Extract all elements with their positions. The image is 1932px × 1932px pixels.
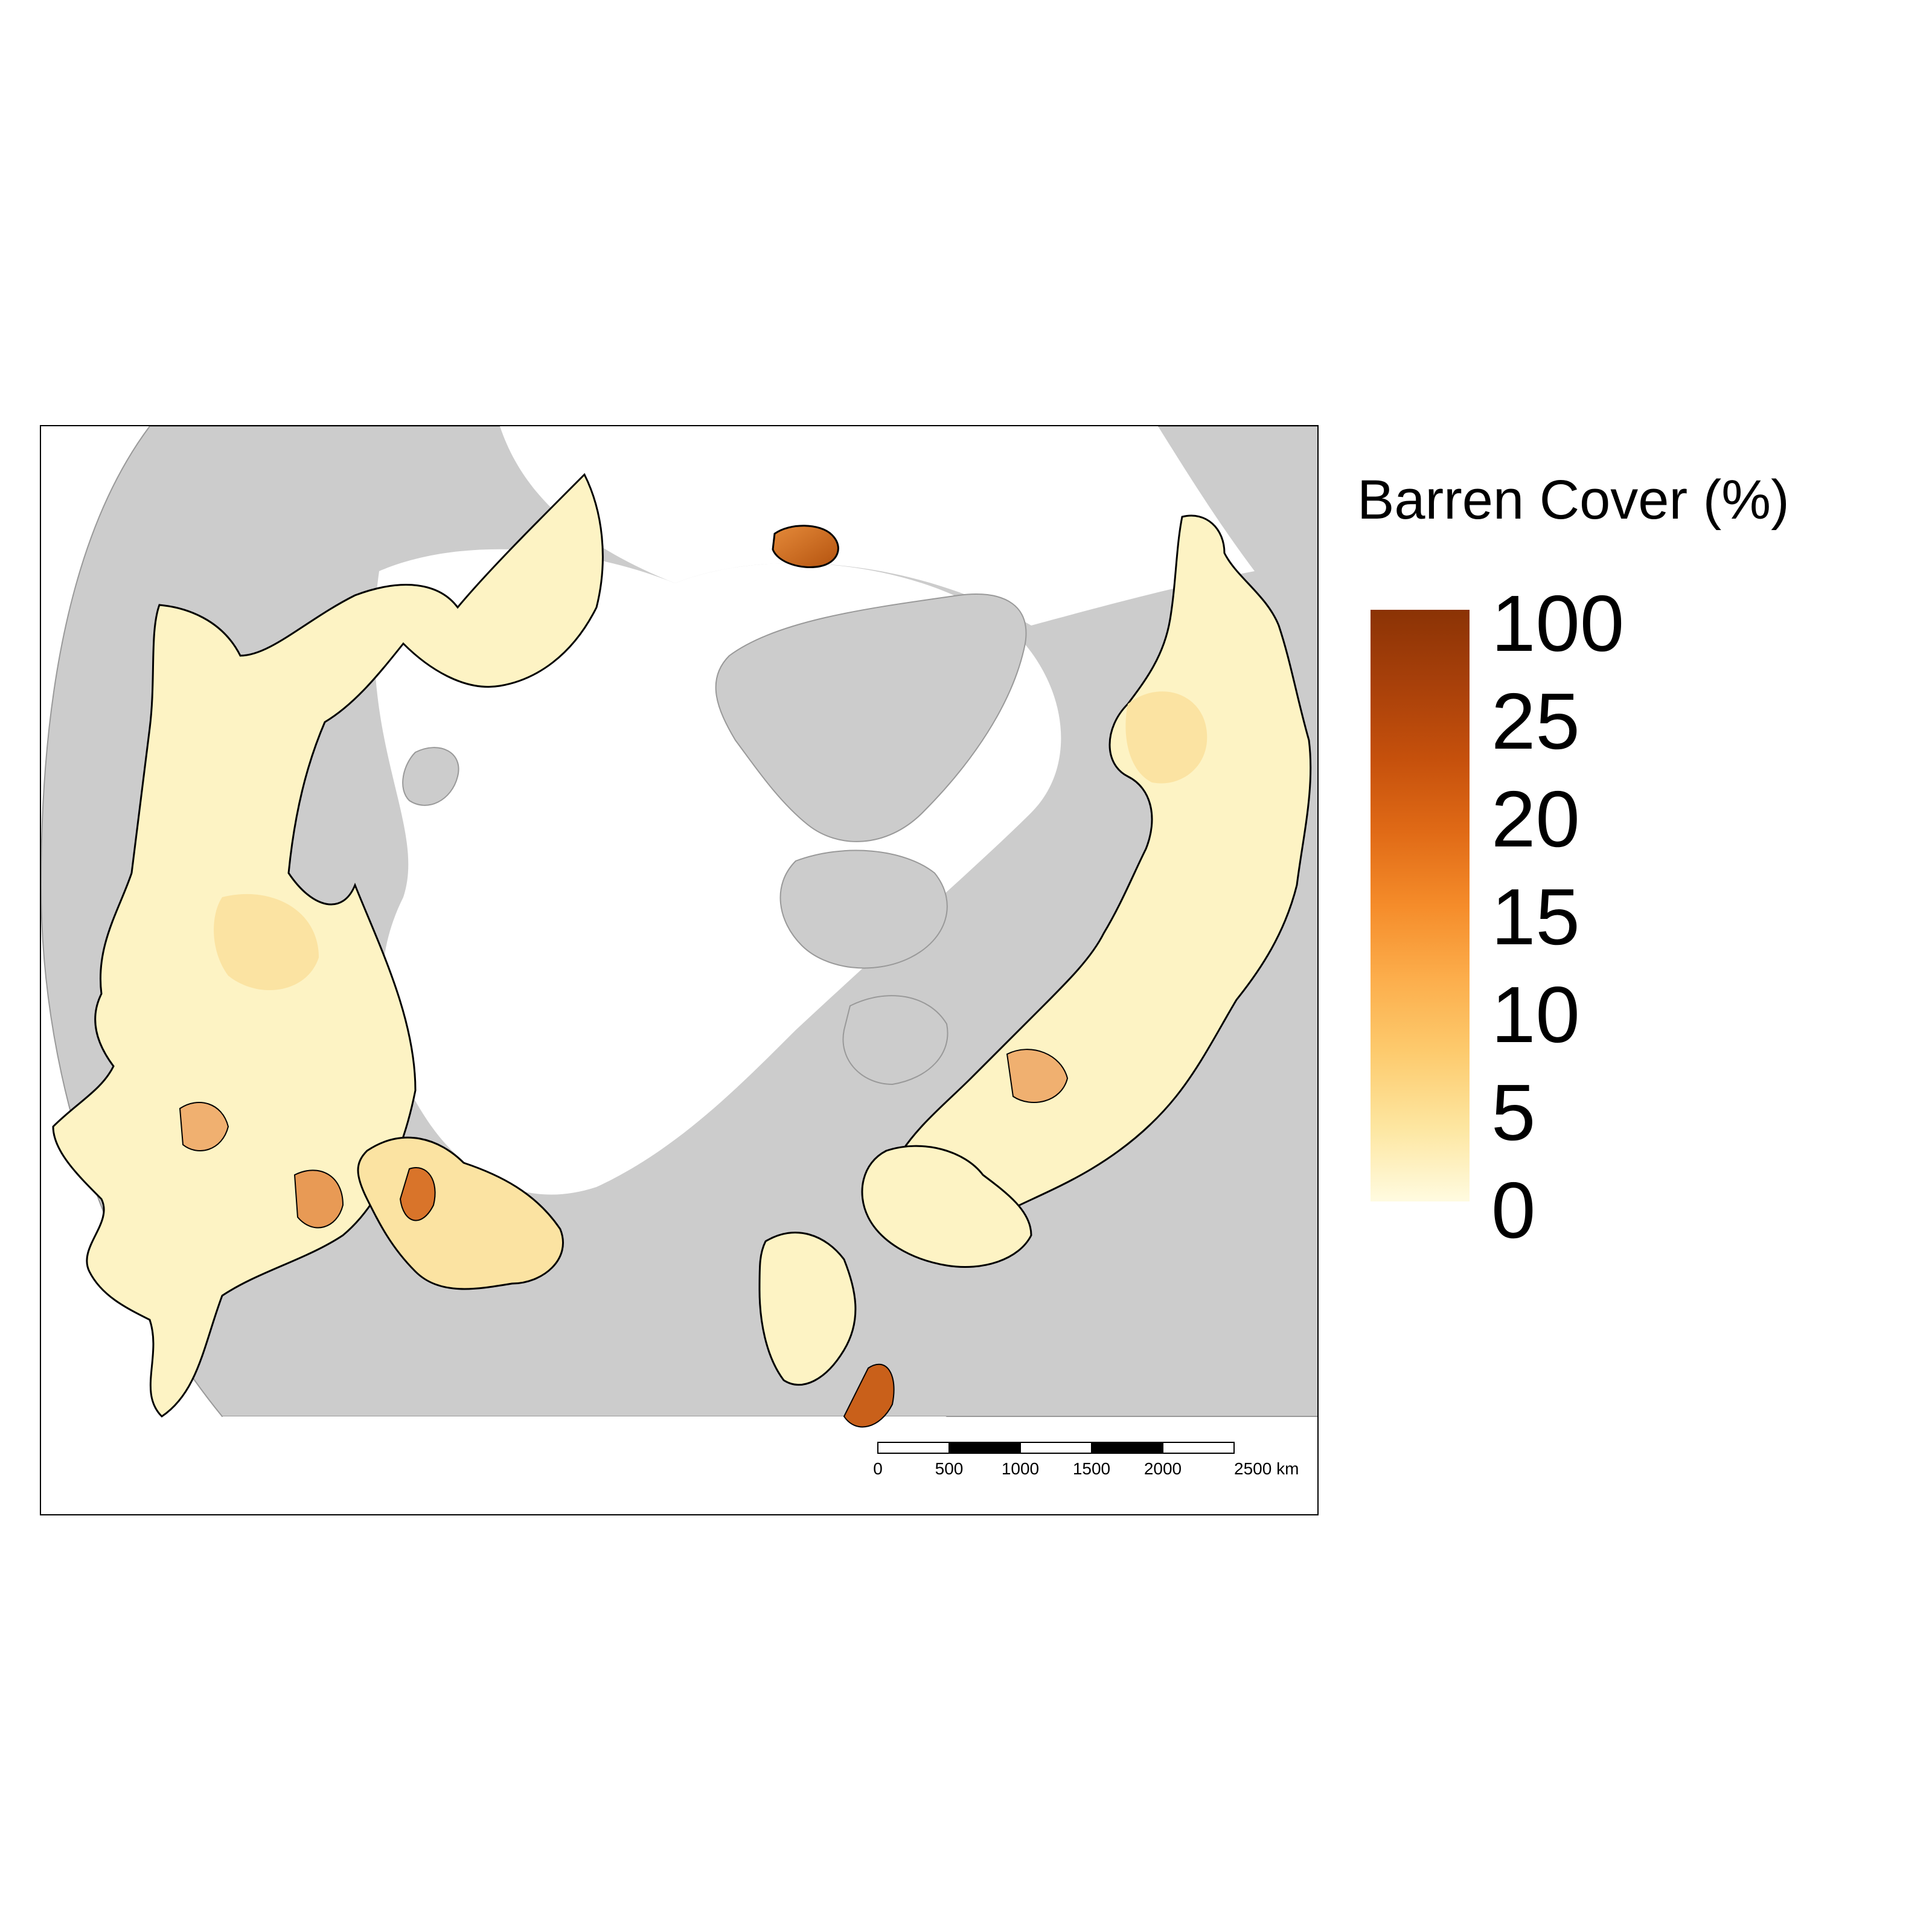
legend-tick-10: 10 (1491, 970, 1580, 1059)
scale-label-2500: 2500 km (1234, 1459, 1299, 1478)
polar-map: 0 500 1000 1500 2000 2500 km (41, 426, 1317, 1514)
legend-color-bar (1371, 610, 1470, 1201)
na-mid-1 (1125, 691, 1208, 784)
legend-tick-5: 5 (1491, 1068, 1536, 1157)
legend-tick-15: 15 (1491, 872, 1580, 961)
fennoscandia-hotspot (399, 1167, 436, 1221)
north-gap (500, 426, 1255, 625)
bottom-central-tundra (758, 1232, 857, 1386)
legend-tick-20: 20 (1491, 775, 1580, 863)
siberia-mid-1 (214, 894, 319, 990)
legend-title: Barren Cover (%) (1357, 469, 1790, 531)
siberia-hotspot-1 (179, 1102, 229, 1151)
southern-ocean-gap (222, 1416, 947, 1514)
scale-label-1000: 1000 (1002, 1459, 1039, 1478)
map-frame: 0 500 1000 1500 2000 2500 km (40, 425, 1319, 1515)
arctic-archipelago (779, 849, 948, 969)
greenland (715, 593, 1027, 842)
na-mid-2 (1006, 1049, 1069, 1103)
arctic-archipelago-2 (842, 995, 948, 1086)
legend-tick-0: 0 (1491, 1166, 1536, 1255)
scale-label-0: 0 (873, 1459, 883, 1478)
legend-tick-100: 100 (1491, 579, 1625, 668)
alaska-tundra (861, 1145, 1032, 1268)
siberia-tundra (52, 473, 604, 1418)
island-hotspot (772, 525, 839, 569)
scale-bar: 0 500 1000 1500 2000 2500 km (873, 1442, 1299, 1478)
bottom-central-hotspot (843, 1363, 895, 1428)
scale-label-1500: 1500 (1073, 1459, 1110, 1478)
scale-label-2000: 2000 (1144, 1459, 1182, 1478)
svalbard (402, 747, 459, 806)
scale-label-500: 500 (935, 1459, 964, 1478)
siberia-hotspot-2 (293, 1169, 344, 1229)
legend-tick-25: 25 (1491, 677, 1580, 766)
